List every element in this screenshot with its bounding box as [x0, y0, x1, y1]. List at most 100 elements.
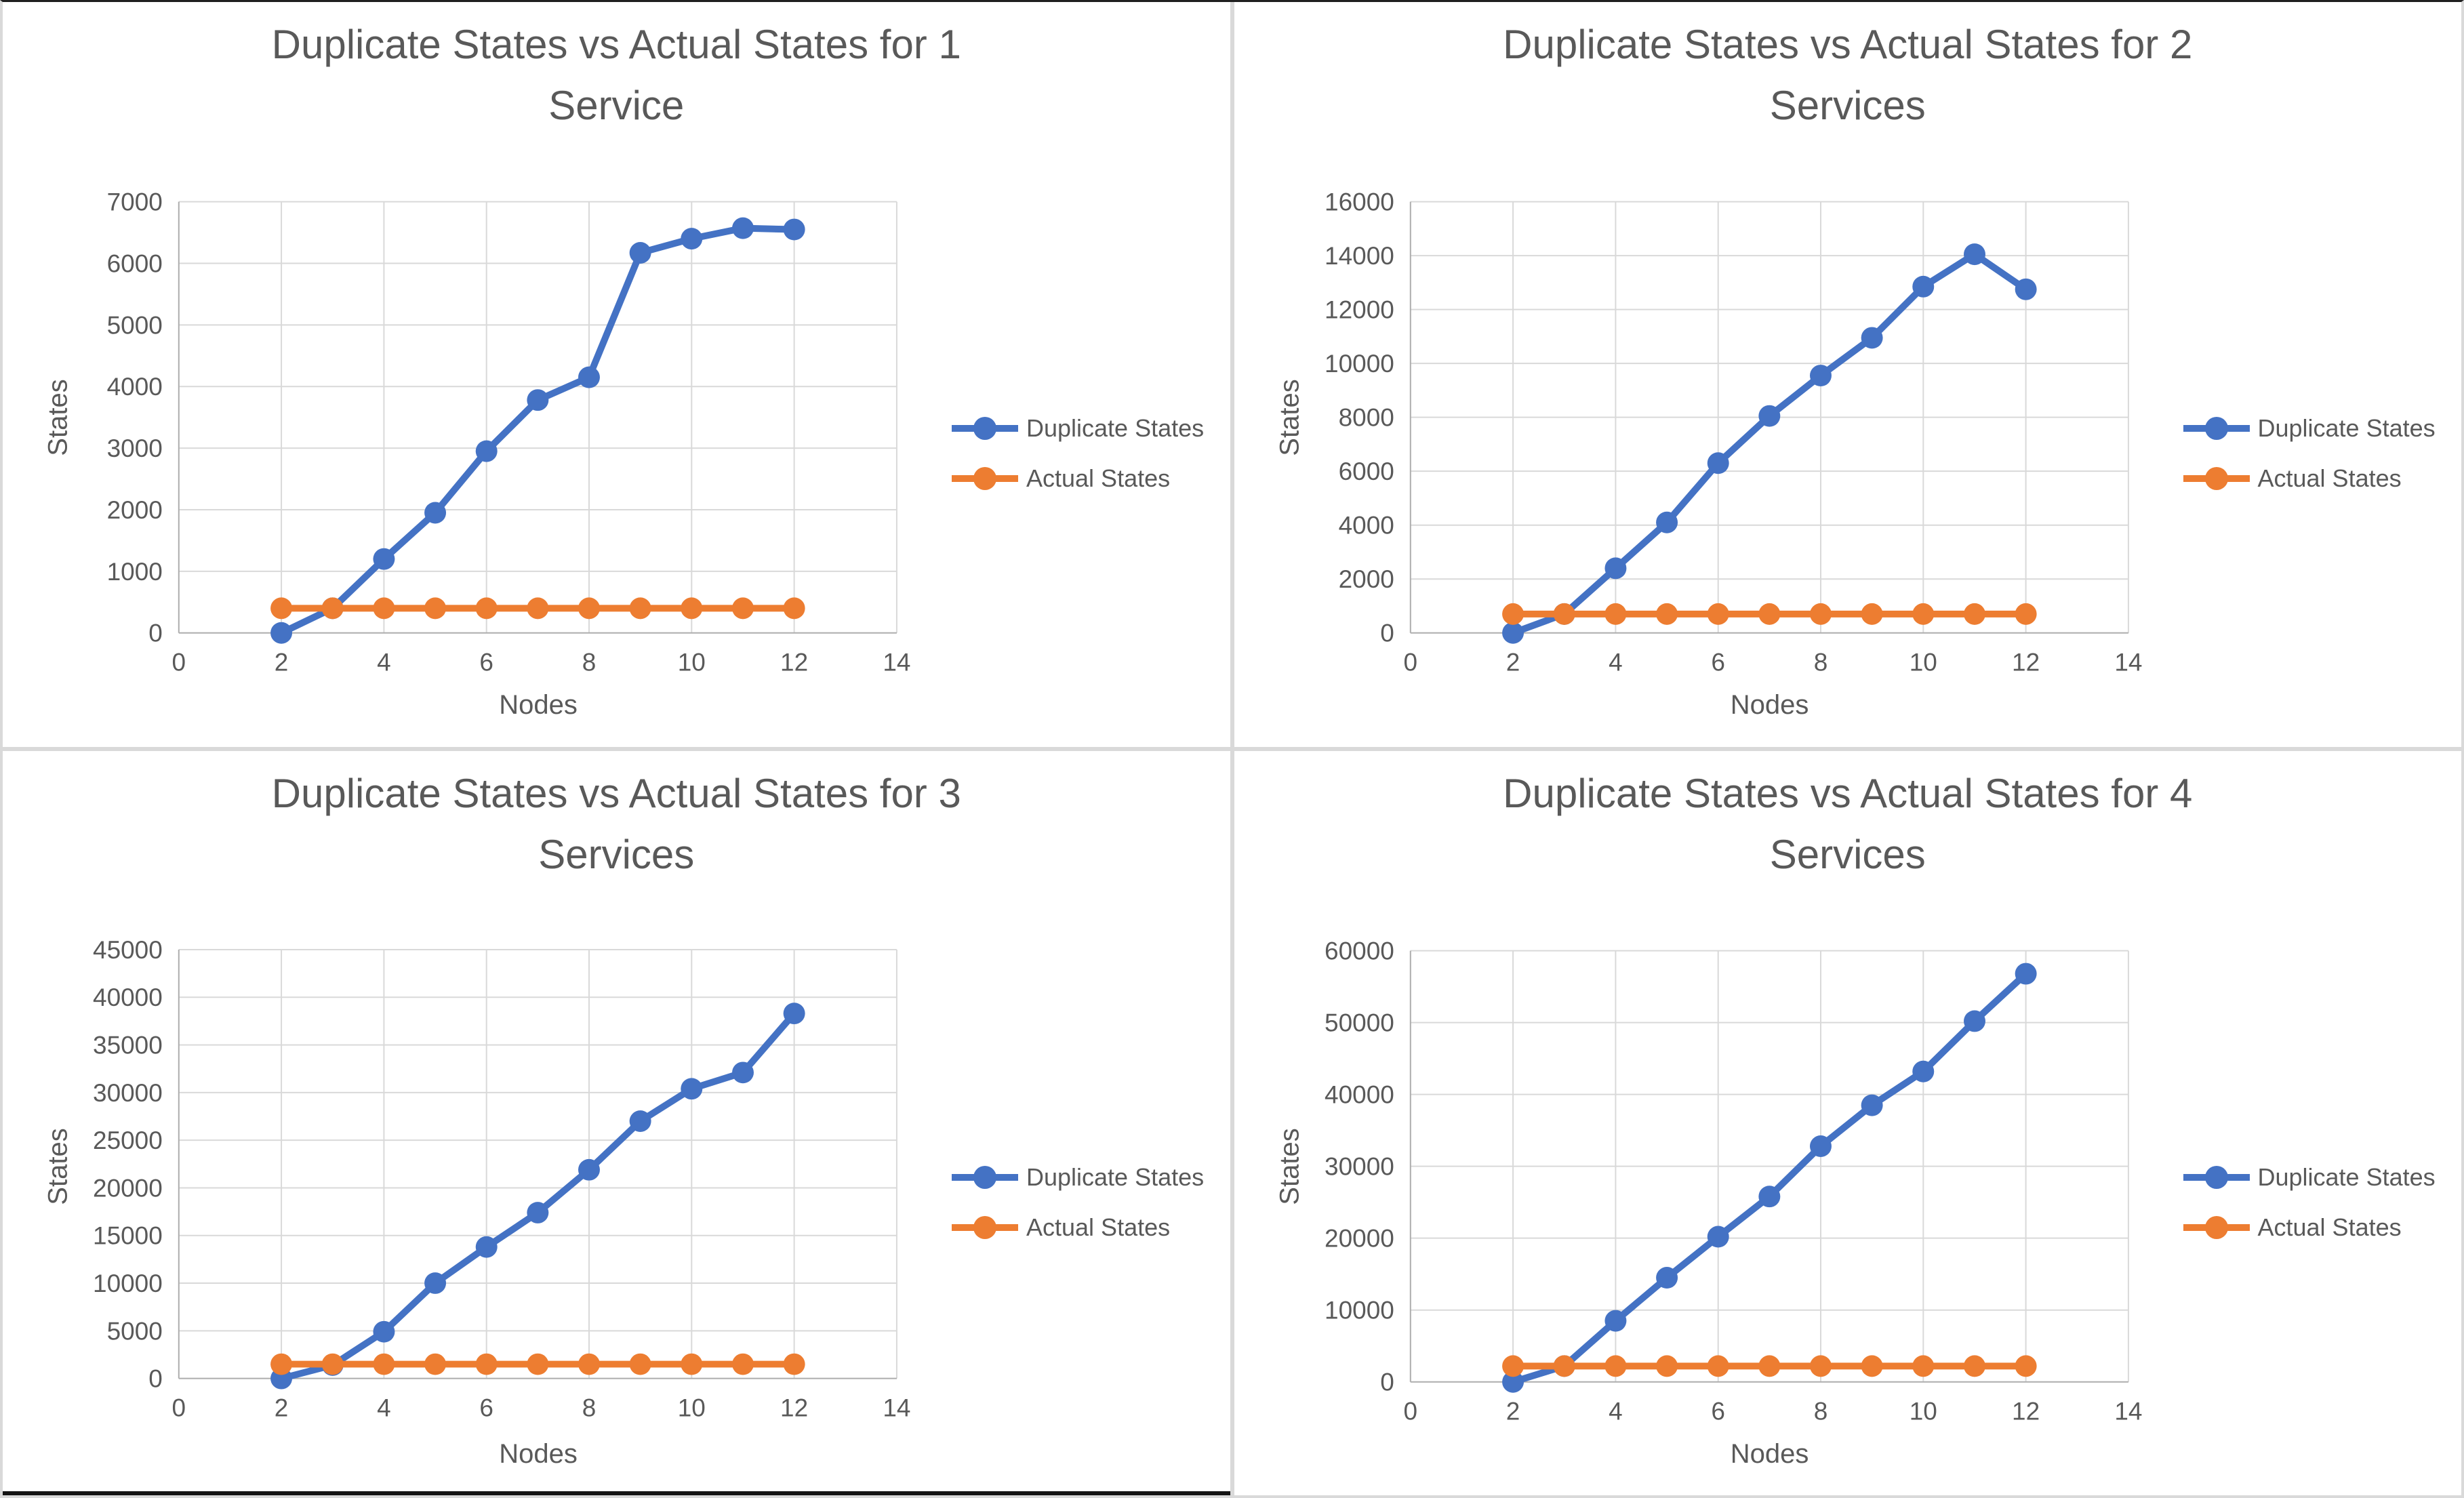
- svg-text:60000: 60000: [1325, 937, 1394, 965]
- svg-text:2: 2: [275, 649, 289, 676]
- chart-title-line2: Services: [1769, 83, 1926, 128]
- legend-label: Actual States: [1026, 1213, 1171, 1241]
- actual-series-marker: [1861, 603, 1883, 625]
- svg-text:5000: 5000: [107, 311, 163, 339]
- actual-series-marker: [270, 1353, 293, 1375]
- duplicate-series-key-icon: [952, 417, 1018, 440]
- duplicate-series-line: [1501, 963, 2037, 1393]
- chart-title: Duplicate States vs Actual States for 1 …: [77, 14, 1156, 136]
- actual-series-marker: [1501, 1354, 1524, 1377]
- duplicate-series-marker: [1912, 1060, 1934, 1082]
- svg-text:10: 10: [1909, 1397, 1937, 1425]
- svg-text:4: 4: [1609, 649, 1623, 676]
- svg-text:12000: 12000: [1325, 296, 1394, 324]
- svg-text:6: 6: [1711, 649, 1725, 676]
- chart-panel-4-services: Duplicate States vs Actual States for 4 …: [1234, 750, 2461, 1495]
- svg-text:1000: 1000: [107, 558, 163, 586]
- actual-series-marker: [1604, 603, 1626, 625]
- chart-title-line2: Services: [538, 831, 695, 877]
- svg-text:10000: 10000: [1325, 350, 1394, 378]
- duplicate-series-marker: [1655, 511, 1678, 533]
- chart-title-line1: Duplicate States vs Actual States for 4: [1503, 770, 2193, 816]
- duplicate-series-marker: [732, 217, 754, 239]
- duplicate-series-marker: [1604, 1310, 1626, 1332]
- duplicate-series-marker: [1963, 1009, 1985, 1032]
- actual-series-marker: [1809, 1354, 1832, 1377]
- svg-text:0: 0: [1403, 1397, 1417, 1425]
- legend-label: Duplicate States: [1026, 414, 1205, 442]
- legend: Duplicate States Actual States: [2182, 414, 2436, 493]
- actual-series-marker: [527, 1353, 549, 1375]
- svg-text:2: 2: [275, 1394, 289, 1421]
- legend-item-actual-states: Actual States: [950, 1213, 1204, 1242]
- legend: Duplicate States Actual States: [2182, 1163, 2436, 1242]
- duplicate-series-marker: [1655, 1266, 1678, 1289]
- duplicate-series-marker: [527, 1201, 549, 1223]
- actual-series-key-icon: [2183, 1215, 2250, 1239]
- duplicate-series-marker: [783, 218, 805, 241]
- chart-title: Duplicate States vs Actual States for 4 …: [1308, 763, 2387, 885]
- actual-series-marker: [783, 1353, 805, 1375]
- svg-text:30000: 30000: [93, 1078, 163, 1106]
- actual-series-marker: [732, 1353, 754, 1375]
- duplicate-series-marker: [681, 1077, 703, 1099]
- duplicate-series-marker: [2015, 963, 2037, 985]
- svg-text:0: 0: [172, 1394, 186, 1421]
- svg-text:12: 12: [780, 649, 808, 676]
- svg-text:12: 12: [780, 1394, 808, 1421]
- chart-title-line1: Duplicate States vs Actual States for 2: [1503, 22, 2193, 67]
- svg-text:8000: 8000: [1338, 404, 1394, 432]
- duplicate-series-marker: [1912, 275, 1934, 298]
- svg-text:45000: 45000: [93, 935, 163, 963]
- svg-text:10: 10: [678, 649, 706, 676]
- actual-series-marker: [321, 597, 344, 620]
- actual-series-marker: [373, 1353, 395, 1375]
- y-axis-title: States: [43, 379, 73, 456]
- svg-text:4: 4: [377, 649, 391, 676]
- svg-text:2: 2: [1506, 649, 1520, 676]
- actual-series-marker: [270, 597, 293, 620]
- svg-text:25000: 25000: [93, 1127, 163, 1154]
- svg-text:0: 0: [1380, 620, 1394, 647]
- svg-text:0: 0: [148, 620, 163, 647]
- chart-panel-2-services: Duplicate States vs Actual States for 2 …: [1234, 2, 2461, 747]
- plot-area-4-services: 0 10000 20000 30000 40000 50000 60000 0 2 4 6 8 10 12…: [1325, 937, 2142, 1425]
- svg-text:10: 10: [1909, 649, 1937, 676]
- svg-text:14: 14: [883, 649, 910, 676]
- svg-text:4: 4: [377, 1394, 391, 1421]
- x-axis-title: Nodes: [1730, 1438, 1809, 1469]
- duplicate-series-marker: [1861, 1094, 1883, 1116]
- duplicate-series-key-icon: [2183, 417, 2250, 440]
- actual-series-marker: [578, 1353, 600, 1375]
- svg-text:12: 12: [2012, 649, 2040, 676]
- actual-series-line: [1501, 1354, 2037, 1377]
- actual-series-marker: [1912, 1354, 1934, 1377]
- duplicate-series-marker: [373, 548, 395, 570]
- svg-text:6: 6: [1711, 1397, 1725, 1425]
- svg-text:10000: 10000: [93, 1270, 163, 1297]
- svg-text:0: 0: [1403, 649, 1417, 676]
- svg-text:14: 14: [883, 1394, 910, 1421]
- svg-text:7000: 7000: [107, 188, 163, 216]
- svg-text:20000: 20000: [93, 1174, 163, 1202]
- x-axis-title: Nodes: [499, 1438, 578, 1469]
- svg-text:40000: 40000: [1325, 1080, 1394, 1108]
- duplicate-series-marker: [1501, 622, 1524, 644]
- duplicate-series-marker: [629, 1110, 651, 1132]
- duplicate-series-marker: [1707, 1226, 1729, 1247]
- duplicate-series-marker: [578, 1158, 600, 1181]
- actual-series-marker: [527, 597, 549, 620]
- duplicate-series-marker: [681, 228, 703, 250]
- plot-area-3-services: 0 5000 10000 15000 20000 25000 30000 35000 40000…: [93, 935, 910, 1421]
- actual-series-line: [270, 597, 805, 620]
- chart-panel-1-service: Duplicate States vs Actual States for 1 …: [3, 2, 1230, 747]
- svg-text:2000: 2000: [107, 496, 163, 524]
- chart-title-line2: Services: [1769, 831, 1926, 877]
- actual-series-marker: [732, 597, 754, 620]
- actual-series-marker: [373, 597, 395, 620]
- duplicate-series-marker: [732, 1061, 754, 1083]
- legend-item-actual-states: Actual States: [2182, 1213, 2436, 1242]
- svg-text:0: 0: [148, 1364, 163, 1392]
- duplicate-series-marker: [270, 622, 293, 644]
